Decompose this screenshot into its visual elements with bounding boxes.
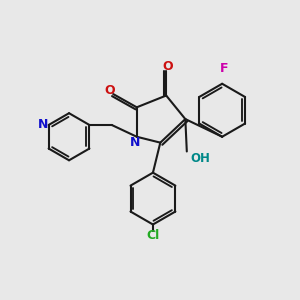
Text: F: F bbox=[220, 62, 229, 75]
Text: O: O bbox=[104, 84, 115, 97]
Text: O: O bbox=[162, 60, 173, 73]
Text: N: N bbox=[130, 136, 140, 148]
Text: N: N bbox=[38, 118, 48, 131]
Text: Cl: Cl bbox=[146, 229, 160, 242]
Text: OH: OH bbox=[190, 152, 210, 165]
